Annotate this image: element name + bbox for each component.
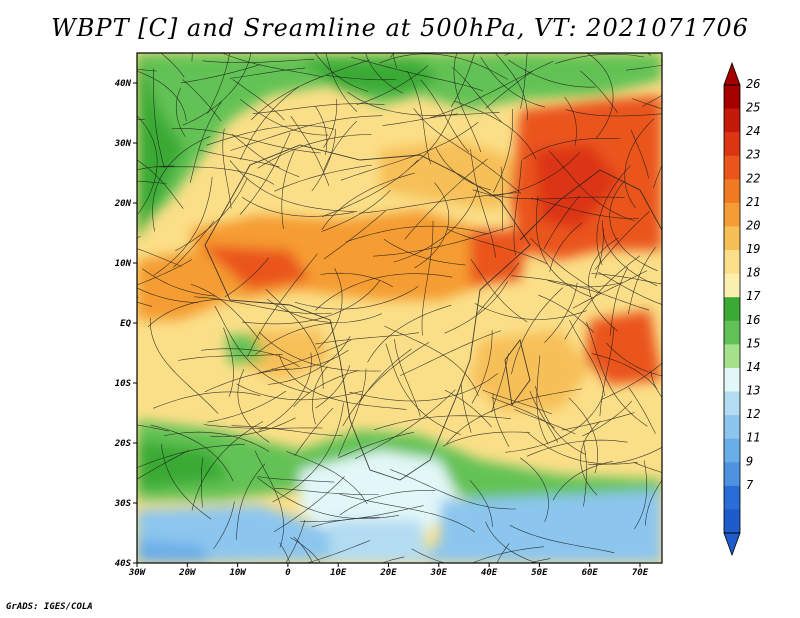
lon-label: 30W — [128, 568, 147, 578]
lat-label: 10S — [115, 379, 132, 389]
colorbar-label: 22 — [746, 171, 760, 185]
footer-credit: GrADS: IGES/COLA — [6, 602, 93, 612]
colorbar: 26 25 24 23 22 21 20 19 18 17 16 15 14 13 12 11 9 7 — [723, 61, 761, 557]
colorbar-swatch — [724, 226, 740, 251]
colorbar-swatch — [724, 108, 740, 133]
lon-label: 10W — [229, 568, 247, 578]
colorbar-swatch — [724, 320, 740, 345]
lon-label: 40E — [481, 568, 498, 578]
colorbar-bottom-arrow — [723, 532, 741, 557]
lon-label: 20E — [379, 568, 397, 578]
colorbar-label: 24 — [746, 124, 760, 138]
colorbar-frame — [723, 84, 741, 534]
colorbar-label: 19 — [746, 242, 760, 256]
lon-label: 50E — [531, 568, 548, 578]
colorbar-top-arrow — [723, 61, 741, 86]
colorbar-label: 7 — [746, 478, 754, 492]
colorbar-swatch — [724, 509, 740, 534]
colorbar-swatch — [724, 367, 740, 392]
lat-label: 40N — [115, 79, 132, 89]
colorbar-swatch — [724, 202, 740, 227]
lon-label: 20W — [178, 568, 197, 578]
colorbar-label: 11 — [746, 431, 760, 445]
colorbar-swatch — [724, 85, 740, 109]
colorbar-swatch — [724, 415, 740, 440]
coastline-africa — [204, 144, 531, 481]
streamlines — [137, 53, 662, 563]
lon-label: 0 — [285, 568, 291, 578]
lon-label: 70E — [632, 568, 649, 578]
lon-label: 60E — [582, 568, 599, 578]
colorbar-label: 18 — [746, 266, 760, 280]
lon-label: 10E — [330, 568, 347, 578]
latitude-axis: 40N 30N 20N 10N EQ 10S 20S 30S 40S — [114, 79, 137, 569]
colorbar-label: 23 — [746, 148, 760, 162]
colorbar-swatch — [724, 297, 740, 322]
colorbar-label: 21 — [746, 195, 760, 209]
colorbar-swatch — [724, 462, 740, 487]
colorbar-label: 12 — [746, 407, 760, 421]
colorbar-label: 25 — [746, 101, 760, 115]
colorbar-swatch — [724, 273, 740, 298]
lon-label: 30E — [430, 568, 448, 578]
coastline-arabia — [519, 169, 662, 241]
colorbar-label: 20 — [746, 218, 760, 232]
colorbar-label: 14 — [746, 360, 760, 374]
colorbar-swatch — [724, 485, 740, 510]
colorbar-label: 13 — [746, 384, 760, 398]
lat-label: 10N — [115, 259, 132, 269]
lat-label: 20N — [114, 199, 132, 209]
colorbar-label: 17 — [746, 289, 761, 303]
map-frame — [136, 52, 663, 564]
colorbar-swatch — [724, 179, 740, 204]
colorbar-label: 16 — [746, 313, 760, 327]
lat-label: 30N — [114, 139, 132, 149]
lat-label: EQ — [120, 319, 131, 329]
lat-label: 30S — [114, 499, 132, 509]
colorbar-swatch — [724, 438, 740, 463]
colorbar-swatch — [724, 155, 740, 180]
colorbar-label: 26 — [746, 77, 760, 91]
colorbar-label: 15 — [746, 336, 760, 350]
longitude-axis: 30W 20W 10W 0 10E 20E 30E 40E 50E 60E 70E — [128, 563, 649, 578]
colorbar-swatch — [724, 250, 740, 275]
colorbar-swatch — [724, 132, 740, 157]
colorbar-label: 9 — [746, 454, 753, 468]
lat-label: 40S — [115, 559, 132, 569]
wbpt-field — [137, 53, 662, 563]
lat-label: 20S — [114, 439, 132, 449]
coastline-madagascar — [504, 338, 531, 407]
map-title: WBPT [C] and Sreamline at 500hPa, VT: 20… — [51, 14, 749, 42]
colorbar-swatch — [724, 344, 740, 369]
colorbar-swatch — [724, 391, 740, 416]
